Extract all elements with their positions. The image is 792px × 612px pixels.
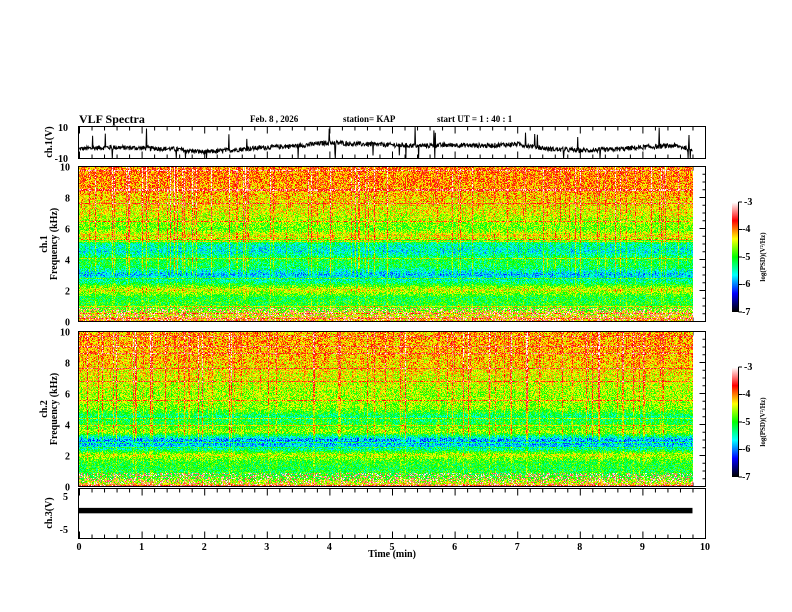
x-tick-label: 5 [390,542,395,553]
x-tick-label: 9 [640,542,645,553]
y-tick-label: 8 [65,359,70,370]
start-ut-label: start UT = 1 : 40 : 1 [437,114,513,124]
ch2-colorbar-gradient [732,367,738,477]
ch2-spectrogram-title: ch.2 [39,400,50,418]
cb2-tick-label: -6 [742,444,750,455]
x-tick-label: 4 [327,542,332,553]
cb2-tick-label: -3 [744,362,752,373]
x-tick-label: 6 [452,542,457,553]
date-label: Feb. 8 , 2026 [250,114,299,124]
cb1-tick-label: -7 [742,307,750,318]
station-label: station= KAP [343,114,396,124]
ch2-spectrogram-image [79,332,693,486]
cb2-label: log(PSD)(V²/Hz) [759,397,767,447]
ch1-ytick-bottom: -10 [55,154,68,165]
y-tick-label: 0 [65,483,70,494]
cb1-tick-label: -3 [744,197,752,208]
ch3-waveform-band [79,507,693,514]
ch3-panel-frame [78,488,706,539]
x-tick-label: 3 [264,542,269,553]
cb1-tick-label: -4 [742,224,750,235]
x-tick-label: 7 [515,542,520,553]
ch2-spectrogram-y-axis-label: Frequency (kHz) [49,373,60,445]
y-tick-label: 0 [65,318,70,329]
ch1-x-ticks [79,126,706,159]
x-tick-label: 8 [577,542,582,553]
ch1-spectrogram-image [79,167,693,321]
ch3-y-axis-label: ch.3(V) [44,497,55,528]
ch1-colorbar-gradient [732,202,738,312]
ch1-spectrogram-title: ch.1 [39,235,50,253]
y-tick-label: 2 [65,287,70,298]
cb1-label: log(PSD)(V²/Hz) [759,232,767,282]
y-tick-label: 4 [65,421,70,432]
cb1-tick-label: -6 [742,279,750,290]
x-tick-label: 1 [139,542,144,553]
x-axis-tick-labels: 0 1 2 3 4 5 6 7 8 9 10 [77,542,711,553]
y-tick-label: 2 [65,452,70,463]
x-axis-label: Time (min) [368,549,416,560]
y-tick-label: 10 [60,328,70,339]
ch1-y-axis-label: ch.1(V) [44,126,55,157]
ch3-ytick-bottom: -5 [60,525,68,536]
x-tick-label: 10 [700,542,710,553]
cb2-tick-label: -7 [742,472,750,483]
cb2-tick-label: -5 [742,417,750,428]
x-tick-label: 0 [77,542,82,553]
ch1-colorbar: -3 -4 -5 -6 -7 log(PSD)(V²/Hz) [738,197,767,318]
ch1-waveform-panel: 10 -10 ch.1(V) [44,123,706,165]
ch3-waveform-panel: 5 -5 ch.3(V) [44,488,706,539]
ch2-colorbar: -3 -4 -5 -6 -7 log(PSD)(V²/Hz) [738,362,767,483]
ch1-ytick-top: 10 [58,123,68,134]
ch1-waveform-trace [79,126,693,159]
ch1-spectrogram-y-axis-label: Frequency (kHz) [49,208,60,280]
y-tick-label: 6 [65,390,70,401]
y-tick-label: 10 [60,163,70,174]
x-tick-label: 2 [202,542,207,553]
cb2-tick-label: -4 [742,389,750,400]
ch3-ytick-top: 5 [63,492,68,503]
ch3-x-ticks [79,488,706,539]
y-tick-label: 4 [65,256,70,267]
figure-title: VLF Spectra [79,112,145,126]
y-tick-label: 8 [65,194,70,205]
cb1-tick-label: -5 [742,252,750,263]
y-tick-label: 6 [65,225,70,236]
